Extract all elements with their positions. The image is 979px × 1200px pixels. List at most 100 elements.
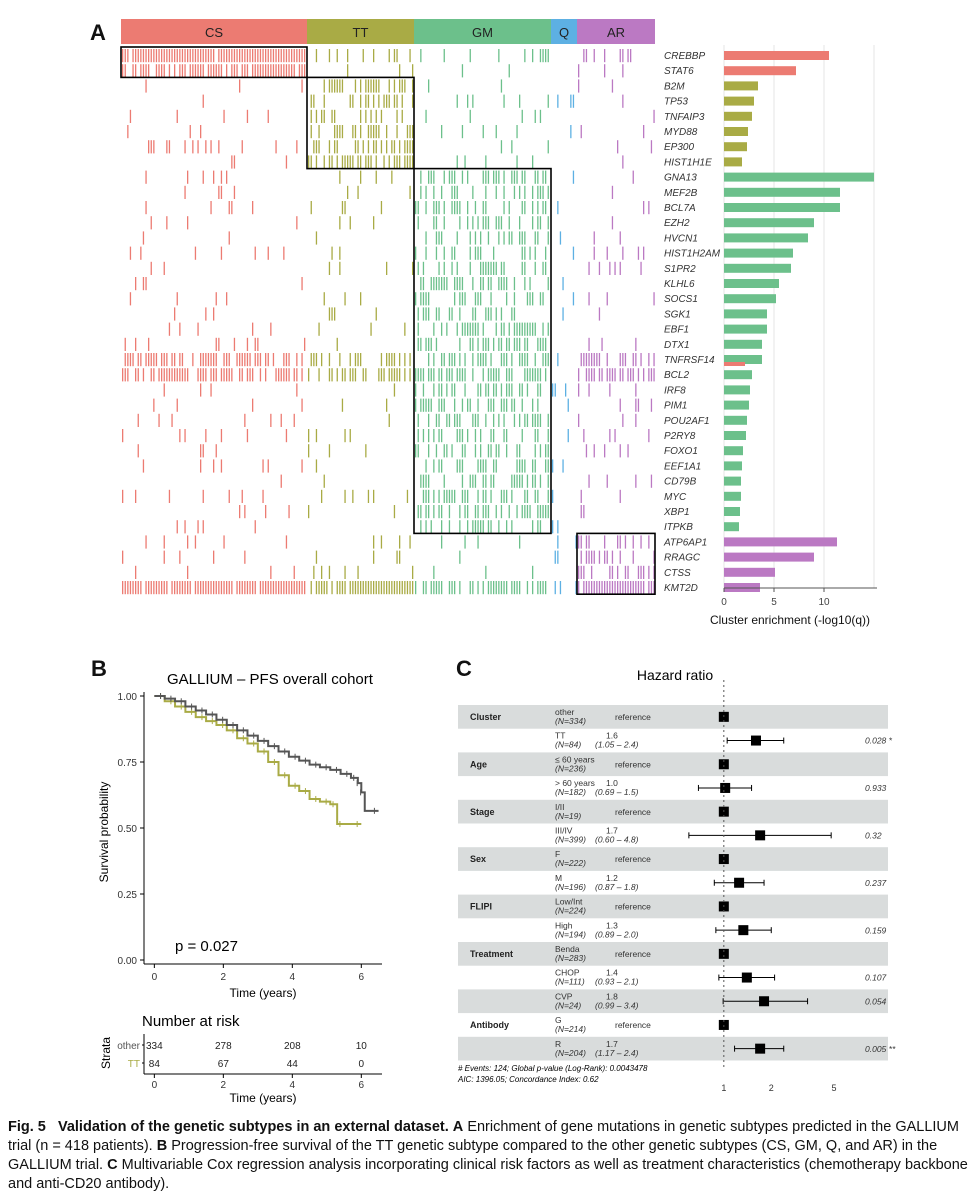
forest-x-tick-label: 1 xyxy=(721,1083,726,1093)
caption-c-text: Multivariable Cox regression analysis in… xyxy=(8,1157,968,1192)
forest-point xyxy=(750,735,761,746)
heatmap-row-sgk1 xyxy=(174,307,601,321)
gene-label: MEF2B xyxy=(664,188,698,199)
forest-point xyxy=(734,877,745,888)
forest-hr: 1.2 xyxy=(606,873,618,883)
gene-label: HIST1H1E xyxy=(664,157,712,168)
km-y-tick-label: 1.00 xyxy=(118,692,138,703)
gene-label: TP53 xyxy=(664,97,688,108)
heatmap-row-pou2af1 xyxy=(137,413,637,427)
km-series-tt xyxy=(154,693,362,828)
forest-level: High xyxy=(555,920,573,930)
forest-row: Sex F(N=222) reference xyxy=(458,847,888,871)
panel-c-figure: Hazard ratio Cluster other(N=334) referenc… xyxy=(457,667,896,1093)
heatmap-row-atp6ap1 xyxy=(145,535,650,549)
gene-label: ITPKB xyxy=(664,522,693,533)
forest-level: F xyxy=(555,849,560,859)
heatmap-row-tp53 xyxy=(202,94,624,108)
heatmap-row-xbp1 xyxy=(239,505,585,519)
forest-hr: reference xyxy=(615,854,651,864)
forest-point xyxy=(718,759,729,770)
gene-label: STAT6 xyxy=(664,66,694,77)
forest-hr: 1.3 xyxy=(606,920,618,930)
forest-n: (N=182) xyxy=(555,787,586,797)
bar-ezh2 xyxy=(724,218,814,228)
forest-ci: (1.05 – 2.4) xyxy=(595,740,639,750)
risk-strata-label: Strata xyxy=(99,1037,113,1069)
bar-foxo1 xyxy=(724,446,743,456)
forest-row: Stage I/II(N=19) reference xyxy=(458,799,888,824)
km-x-tick-label: 4 xyxy=(290,972,296,983)
forest-pvalue: 0.028 * xyxy=(865,736,893,746)
heatmap-row-ezh2 xyxy=(150,216,614,230)
forest-row: CVP(N=24) 1.8(0.99 – 3.4) 0.054 xyxy=(458,989,888,1014)
heatmap-row-hist1h1e xyxy=(231,155,624,169)
bar-myc xyxy=(724,491,741,501)
forest-pvalue: 0.159 xyxy=(865,925,887,935)
heatmap-row-tnfrsf14 xyxy=(124,353,655,367)
km-x-tick-label: 2 xyxy=(221,972,227,983)
forest-footnote-2: AIC: 1396.05; Concordance Index: 0.62 xyxy=(457,1075,599,1084)
box-cs xyxy=(120,46,308,79)
gene-label: DTX1 xyxy=(664,340,690,351)
panel-b-label: B xyxy=(91,656,107,681)
gene-label: POU2AF1 xyxy=(664,416,710,427)
gene-label: TNFAIP3 xyxy=(664,112,705,123)
bar-tnfrsf14 xyxy=(724,355,762,364)
cluster-tt-label: TT xyxy=(353,25,369,40)
forest-hr: 1.7 xyxy=(606,1039,618,1049)
risk-cell: 334 xyxy=(146,1041,163,1052)
bar-stat6 xyxy=(724,66,796,76)
cluster-ar-header xyxy=(577,19,655,44)
bar-pou2af1 xyxy=(724,415,747,425)
forest-point xyxy=(720,782,731,793)
bar-klhl6 xyxy=(724,279,779,288)
cluster-q-header xyxy=(551,19,577,44)
forest-pvalue: 0.005 ** xyxy=(865,1044,896,1054)
forest-row: Antibody G(N=214) reference xyxy=(470,1015,729,1034)
cluster-cs-label: CS xyxy=(205,25,223,40)
heatmap-row-hist1h2am xyxy=(129,246,645,260)
forest-level: ≤ 60 years xyxy=(555,754,595,764)
bar-cd79b xyxy=(724,476,741,486)
forest-n: (N=196) xyxy=(555,882,586,892)
risk-cell: 84 xyxy=(149,1059,161,1070)
cluster-tt-header xyxy=(307,19,414,44)
gene-label: S1PR2 xyxy=(664,264,696,275)
risk-table: other 334 278 208 10 TT 84 67 44 0 0 2 4 6 xyxy=(117,1034,382,1091)
forest-hr: 1.8 xyxy=(606,991,618,1001)
forest-hr: reference xyxy=(615,807,651,817)
forest-n: (N=204) xyxy=(555,1048,586,1058)
risk-cell: 44 xyxy=(287,1059,299,1070)
forest-level: R xyxy=(555,1039,561,1049)
forest-point xyxy=(759,996,770,1007)
km-y-tick-label: 0.50 xyxy=(118,824,138,835)
forest-level: III/IV xyxy=(555,826,573,836)
forest-x-tick-label: 5 xyxy=(831,1083,836,1093)
forest-hr: reference xyxy=(615,759,651,769)
forest-variable: FLIPI xyxy=(470,902,492,912)
forest-row: TT(N=84) 1.6(1.05 – 2.4) 0.028 * xyxy=(555,731,893,750)
box-ar xyxy=(576,532,656,596)
forest-pvalue: 0.054 xyxy=(865,996,887,1006)
forest-row-shade xyxy=(458,942,888,966)
km-axes: 0.00 0.25 0.50 0.75 1.00 0 2 4 6 xyxy=(118,692,382,983)
forest-variable: Antibody xyxy=(470,1020,509,1030)
forest-hr: 1.0 xyxy=(606,778,618,788)
gene-label: SGK1 xyxy=(664,309,691,320)
forest-level: other xyxy=(555,707,575,717)
forest-point xyxy=(755,1043,766,1054)
caption-a-label: A xyxy=(452,1119,464,1135)
bar-ep300 xyxy=(724,142,747,152)
risk-row-label-other: other xyxy=(117,1041,140,1052)
forest-level: CHOP xyxy=(555,968,580,978)
forest-n: (N=224) xyxy=(555,906,586,916)
forest-hr: 1.6 xyxy=(606,731,618,741)
bar-irf8 xyxy=(724,385,750,395)
gene-label: BCL2 xyxy=(664,370,689,381)
gene-label: P2RY8 xyxy=(664,431,696,442)
gene-label: CTSS xyxy=(664,568,691,579)
risk-x-tick-label: 0 xyxy=(152,1080,158,1091)
bar-pim1 xyxy=(724,400,749,410)
forest-row-shade xyxy=(458,705,888,729)
